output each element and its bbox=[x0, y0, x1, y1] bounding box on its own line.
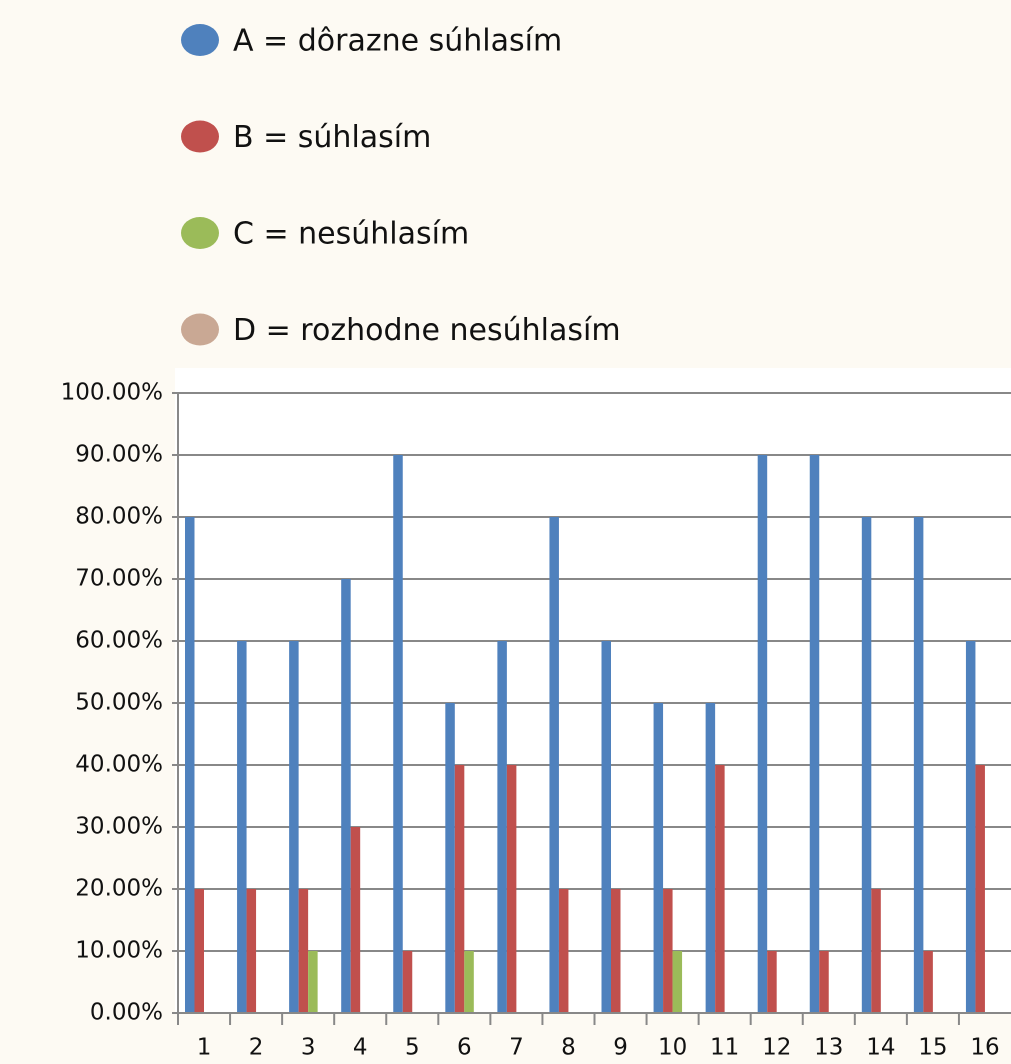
y-tick-label: 30.00% bbox=[75, 814, 163, 840]
bar bbox=[809, 455, 820, 1013]
bar bbox=[341, 579, 351, 1013]
bar bbox=[871, 889, 881, 1013]
x-tick-label: 9 bbox=[613, 1035, 628, 1061]
bar bbox=[237, 641, 247, 1013]
y-tick-label: 0.00% bbox=[90, 1000, 163, 1026]
legend-marker bbox=[181, 120, 219, 153]
y-tick-label: 80.00% bbox=[75, 504, 163, 530]
bar bbox=[965, 641, 976, 1013]
legend-label: D = rozhodne nesúhlasím bbox=[233, 313, 621, 348]
bar bbox=[289, 641, 299, 1013]
x-tick-label: 12 bbox=[762, 1035, 791, 1061]
y-tick-label: 100.00% bbox=[61, 380, 163, 406]
bar bbox=[663, 889, 673, 1013]
bar bbox=[308, 951, 318, 1013]
x-tick-label: 6 bbox=[457, 1035, 472, 1061]
bar bbox=[757, 455, 768, 1013]
x-tick-label: 3 bbox=[301, 1035, 316, 1061]
bar bbox=[715, 765, 725, 1013]
bar bbox=[913, 517, 924, 1013]
legend-marker bbox=[181, 217, 219, 249]
legend-label: B = súhlasím bbox=[233, 120, 431, 155]
x-tick-label: 10 bbox=[658, 1035, 687, 1061]
x-tick-label: 14 bbox=[866, 1035, 895, 1061]
x-tick-label: 2 bbox=[249, 1035, 264, 1061]
bar bbox=[819, 951, 829, 1013]
x-tick-label: 13 bbox=[814, 1035, 843, 1061]
bar bbox=[767, 951, 777, 1013]
y-tick-label: 50.00% bbox=[75, 690, 163, 716]
bar bbox=[402, 951, 413, 1013]
bar bbox=[653, 703, 664, 1013]
x-tick-label: 4 bbox=[353, 1035, 368, 1061]
bar bbox=[611, 889, 621, 1013]
bar bbox=[923, 951, 933, 1013]
legend-label: A = dôrazne súhlasím bbox=[233, 24, 562, 59]
x-tick-label: 5 bbox=[405, 1035, 420, 1061]
bar bbox=[194, 889, 204, 1013]
bar bbox=[705, 703, 716, 1013]
bar bbox=[185, 517, 195, 1013]
x-tick-label: 7 bbox=[509, 1035, 524, 1061]
x-tick-label: 11 bbox=[710, 1035, 739, 1061]
y-tick-label: 20.00% bbox=[75, 876, 163, 902]
x-tick-label: 16 bbox=[970, 1035, 999, 1061]
bar bbox=[350, 827, 361, 1013]
legend-label: C = nesúhlasím bbox=[233, 217, 469, 252]
bar bbox=[497, 641, 507, 1013]
y-tick-label: 10.00% bbox=[75, 938, 163, 964]
x-tick-label: 15 bbox=[918, 1035, 947, 1061]
bar bbox=[506, 765, 517, 1013]
bar bbox=[861, 517, 872, 1013]
y-tick-label: 90.00% bbox=[75, 442, 163, 468]
y-tick-label: 40.00% bbox=[75, 752, 163, 778]
bar bbox=[464, 951, 474, 1013]
bar bbox=[393, 455, 403, 1013]
bar bbox=[558, 889, 569, 1013]
legend-marker bbox=[181, 24, 219, 56]
x-tick-label: 8 bbox=[561, 1035, 576, 1061]
bar bbox=[445, 703, 455, 1013]
bar bbox=[454, 765, 465, 1013]
bar bbox=[549, 517, 559, 1013]
x-tick-label: 1 bbox=[197, 1035, 212, 1061]
bar bbox=[298, 889, 309, 1013]
y-tick-label: 70.00% bbox=[75, 566, 163, 592]
bar bbox=[975, 765, 985, 1013]
y-tick-label: 60.00% bbox=[75, 628, 163, 654]
bar bbox=[601, 641, 611, 1013]
bar bbox=[672, 951, 683, 1013]
legend-marker bbox=[181, 313, 219, 346]
bar bbox=[246, 889, 257, 1013]
